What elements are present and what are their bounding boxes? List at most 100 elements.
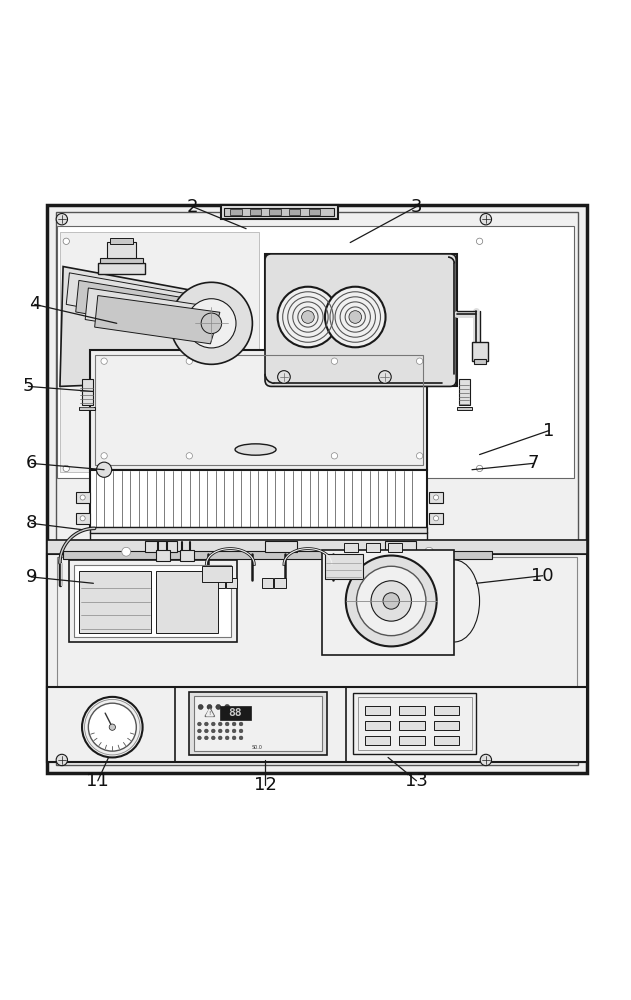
Bar <box>274 578 286 588</box>
Bar <box>74 565 231 637</box>
Circle shape <box>56 754 68 766</box>
Polygon shape <box>79 407 95 410</box>
Bar <box>365 736 390 745</box>
Bar <box>366 543 380 552</box>
Circle shape <box>383 593 399 609</box>
Circle shape <box>239 736 243 740</box>
Bar <box>434 736 459 745</box>
Circle shape <box>357 566 426 636</box>
Bar <box>434 721 459 730</box>
Polygon shape <box>457 407 472 410</box>
Circle shape <box>416 453 423 459</box>
Circle shape <box>211 729 215 733</box>
Circle shape <box>82 697 143 757</box>
Circle shape <box>239 722 243 726</box>
Bar <box>474 359 486 364</box>
Circle shape <box>201 313 221 334</box>
Text: 5: 5 <box>23 377 34 395</box>
Bar <box>353 693 476 754</box>
Circle shape <box>239 729 243 733</box>
Bar <box>226 578 237 588</box>
Bar <box>63 551 492 559</box>
Circle shape <box>218 736 222 740</box>
Circle shape <box>331 453 338 459</box>
Bar <box>90 532 427 540</box>
Bar <box>289 209 300 215</box>
Bar <box>269 209 281 215</box>
Bar <box>213 578 225 588</box>
Circle shape <box>211 736 215 740</box>
Circle shape <box>170 282 252 364</box>
Text: !: ! <box>208 711 211 716</box>
Circle shape <box>122 547 131 556</box>
Bar <box>399 706 425 715</box>
Circle shape <box>232 736 236 740</box>
Circle shape <box>56 214 68 225</box>
Polygon shape <box>60 267 233 386</box>
Bar <box>47 205 587 773</box>
Bar <box>110 238 133 244</box>
Text: 10: 10 <box>531 567 554 585</box>
Circle shape <box>433 495 439 500</box>
Text: 8: 8 <box>26 514 37 532</box>
Text: S0.0: S0.0 <box>252 745 263 750</box>
Circle shape <box>480 214 492 225</box>
Bar <box>57 557 577 756</box>
Circle shape <box>349 311 362 323</box>
Circle shape <box>109 724 115 730</box>
Bar <box>47 687 587 762</box>
Polygon shape <box>206 709 213 716</box>
FancyBboxPatch shape <box>265 254 456 386</box>
Text: 4: 4 <box>29 295 40 313</box>
Circle shape <box>225 736 229 740</box>
Bar <box>180 550 194 561</box>
Bar <box>202 566 232 582</box>
Bar <box>90 470 427 528</box>
Bar <box>95 355 423 465</box>
Circle shape <box>371 581 411 621</box>
Bar <box>107 242 136 258</box>
Circle shape <box>204 729 208 733</box>
Bar <box>82 379 93 405</box>
Circle shape <box>198 729 201 733</box>
Circle shape <box>216 704 221 709</box>
Bar <box>265 541 297 552</box>
Circle shape <box>476 238 483 244</box>
Text: 6: 6 <box>26 454 37 472</box>
Circle shape <box>198 722 201 726</box>
Bar <box>47 554 587 762</box>
Bar <box>76 513 90 524</box>
Polygon shape <box>95 296 220 344</box>
Circle shape <box>207 704 212 709</box>
Bar <box>189 692 327 755</box>
Circle shape <box>325 287 386 347</box>
Circle shape <box>232 722 236 726</box>
Bar <box>76 492 90 503</box>
Polygon shape <box>66 273 211 330</box>
Bar <box>220 706 251 720</box>
Bar <box>472 342 488 361</box>
Bar <box>156 550 170 561</box>
Bar <box>79 571 151 633</box>
Circle shape <box>186 453 192 459</box>
Bar <box>90 527 427 533</box>
Circle shape <box>198 736 201 740</box>
Bar <box>429 492 443 503</box>
Bar <box>399 736 425 745</box>
Bar <box>250 209 261 215</box>
Bar <box>385 541 416 552</box>
Text: 88: 88 <box>228 708 242 718</box>
Circle shape <box>101 453 107 459</box>
Circle shape <box>225 729 229 733</box>
Polygon shape <box>85 288 217 339</box>
Bar <box>194 696 322 751</box>
Bar <box>47 540 587 554</box>
Circle shape <box>80 516 85 521</box>
Bar <box>56 212 578 765</box>
Circle shape <box>88 703 136 751</box>
Circle shape <box>346 556 437 646</box>
Text: 13: 13 <box>405 772 428 790</box>
Circle shape <box>80 495 85 500</box>
Circle shape <box>63 238 69 244</box>
Bar <box>221 205 338 219</box>
